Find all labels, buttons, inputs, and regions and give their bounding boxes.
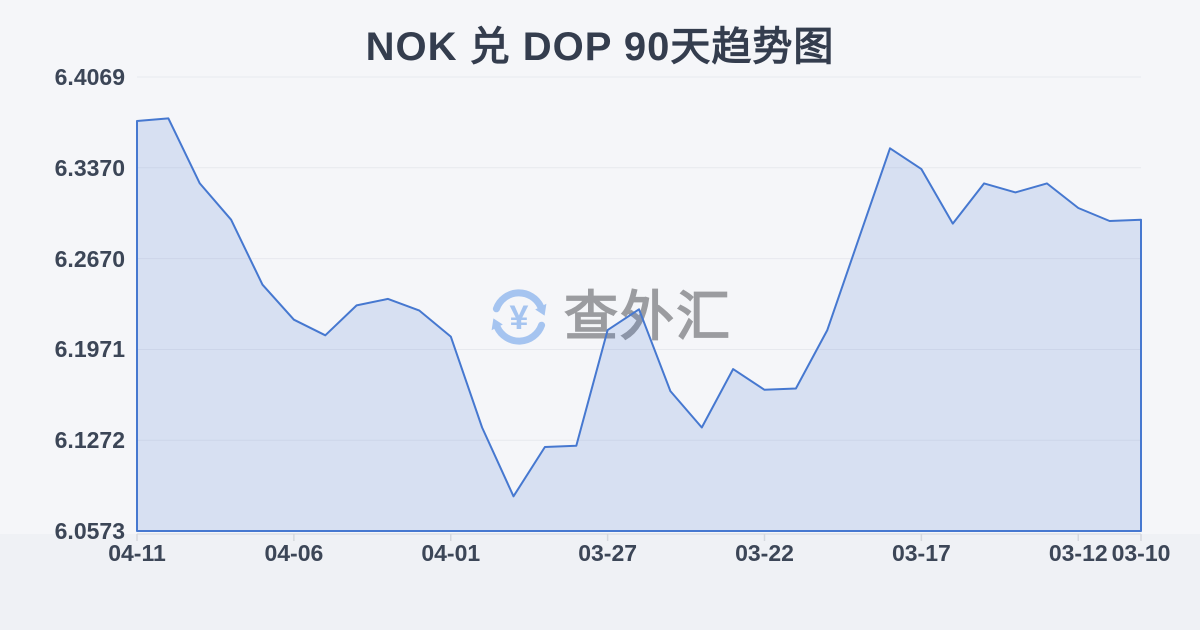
x-axis-label: 04-06 <box>264 540 324 566</box>
watermark-text: 查外汇 <box>564 287 732 347</box>
x-axis-label: 03-12 <box>1048 540 1108 566</box>
y-axis-label: 6.3370 <box>54 154 125 181</box>
x-axis-label: 04-01 <box>421 540 481 566</box>
area-series <box>136 117 1142 532</box>
y-axis-label: 6.1272 <box>54 427 125 454</box>
currency-refresh-icon: ¥ <box>491 289 547 345</box>
svg-text:¥: ¥ <box>510 299 529 337</box>
y-axis-label: 6.2670 <box>54 245 125 272</box>
x-axis-label: 04-11 <box>108 540 166 566</box>
y-axis-label: 6.4069 <box>54 64 125 90</box>
x-axis-label: 03-27 <box>578 540 638 566</box>
x-axis-label: 03-22 <box>735 540 794 566</box>
watermark: ¥ 查外汇 <box>484 282 732 352</box>
y-axis-label: 6.0573 <box>54 518 125 544</box>
x-axis-label: 03-10 <box>1111 540 1171 566</box>
x-axis-label: 03-17 <box>891 540 951 566</box>
page-title: NOK 兑 DOP 90天趋势图 <box>365 25 835 69</box>
y-axis-label: 6.1971 <box>54 336 125 363</box>
axis-footer-background <box>0 534 1200 630</box>
